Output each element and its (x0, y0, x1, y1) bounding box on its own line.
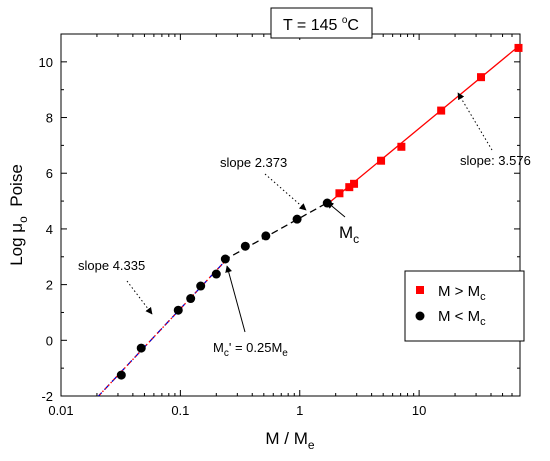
fit-line-2 (223, 201, 330, 261)
legend: M > Mc M < Mc (404, 270, 525, 342)
data-point-circle (173, 305, 183, 315)
legend-label-m-lt-mc: M < Mc (438, 308, 486, 328)
data-point-square (477, 73, 486, 82)
data-point-square (350, 179, 359, 188)
title-text: T = 145 oC (283, 15, 359, 34)
y-tick-label: 10 (39, 55, 53, 70)
annotation-slope-2373-pointer (264, 173, 307, 211)
title-box-border (270, 7, 373, 39)
data-point-square (397, 142, 406, 151)
data-point-circle (240, 241, 250, 251)
legend-label-m-gt-mc: M > Mc (438, 283, 486, 303)
y-tick-label: 0 (46, 333, 53, 348)
legend-box (404, 270, 525, 342)
annotation-slope-4335-pointer (126, 280, 153, 315)
y-tick-label: -2 (41, 389, 53, 404)
data-point-circle (196, 281, 206, 291)
data-point-square (437, 106, 446, 115)
data-point-circle (211, 269, 221, 279)
fit-line-1 (97, 257, 229, 396)
data-point-circle (322, 198, 332, 208)
annotation-slope-4335: slope 4.335 (78, 258, 145, 273)
annotations: slope 4.335 slope 2.373 slope: 3.576 Mc … (78, 92, 531, 359)
x-tick-label: 0.1 (171, 403, 189, 418)
x-tick-label: 10 (412, 403, 426, 418)
fit-lines (97, 44, 520, 396)
fit-line-0 (97, 257, 229, 396)
data-point-circle (220, 254, 230, 264)
data-point-square (345, 183, 354, 192)
annotation-slope-3576: slope: 3.576 (460, 153, 531, 168)
axis-ticks: 0.01 0.1 1 10 -2 0 2 4 6 8 10 (39, 34, 521, 418)
annotation-slope-3576-pointer (457, 92, 493, 151)
data-point-circle (292, 214, 302, 224)
annotation-mcprime-pointer (225, 265, 246, 333)
y-tick-label: 6 (46, 166, 53, 181)
data-point-circle (186, 294, 196, 304)
data-points (116, 43, 523, 380)
data-point-square (377, 156, 386, 165)
data-point-circle (116, 370, 126, 380)
annotation-mc-label: Mc (339, 223, 359, 246)
y-tick-label: 8 (46, 111, 53, 126)
annotation-mcprime-label: Mc' = 0.25Me (213, 340, 288, 359)
data-point-square (514, 43, 523, 52)
plot-frame (60, 33, 521, 397)
legend-marker-m-lt-mc (415, 311, 425, 321)
annotation-slope-2373: slope 2.373 (220, 155, 287, 170)
x-tick-label: 0.01 (48, 403, 73, 418)
x-axis-label: M / Me (265, 429, 315, 452)
data-point-circle (261, 231, 271, 241)
annotation-mc-pointer (326, 201, 346, 218)
legend-marker-m-gt-mc (416, 286, 424, 294)
title-box: T = 145 oC (270, 7, 373, 39)
fit-line-series-0 (328, 44, 520, 204)
y-tick-label: 4 (46, 222, 53, 237)
y-tick-label: 2 (46, 278, 53, 293)
data-point-circle (136, 343, 146, 353)
data-point-square (335, 189, 344, 198)
y-axis-label: Log μo Poise (7, 164, 30, 266)
x-tick-label: 1 (296, 403, 303, 418)
